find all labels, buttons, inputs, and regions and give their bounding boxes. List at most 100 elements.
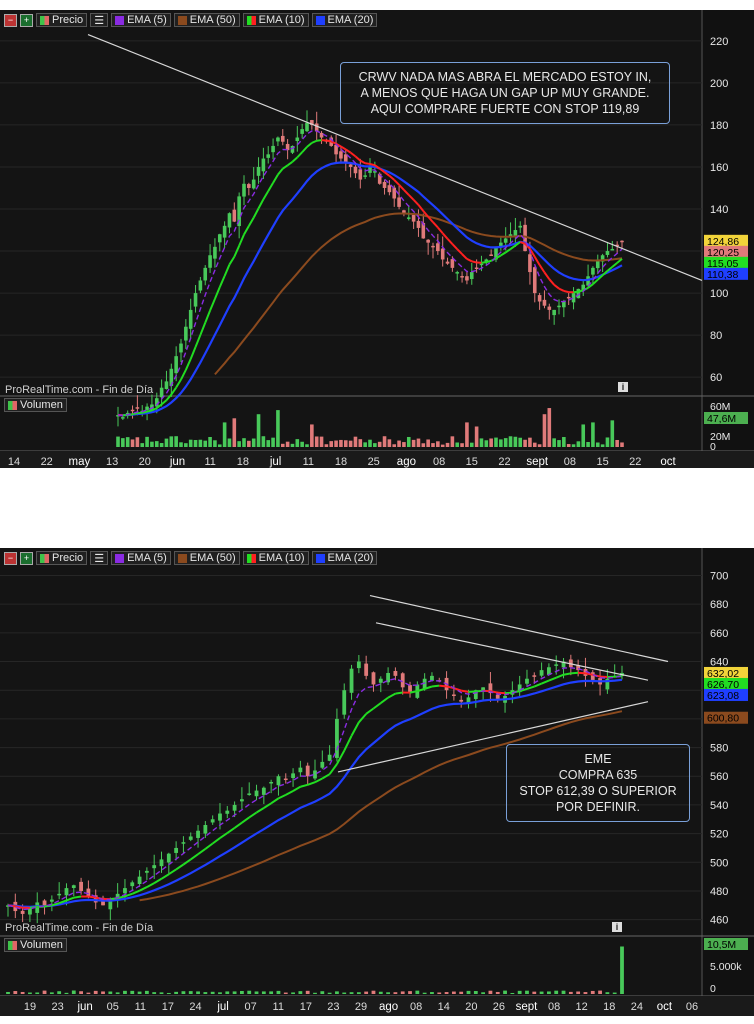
volume-bar xyxy=(130,990,135,994)
candle-body xyxy=(408,685,412,694)
legend-price[interactable]: Precio xyxy=(36,13,88,27)
volume-bar xyxy=(460,443,464,447)
x-tick-label: 18 xyxy=(335,456,347,468)
price-tick-label: 220 xyxy=(710,36,728,48)
ema5-line xyxy=(7,667,623,911)
legend-ema5[interactable]: EMA (5) xyxy=(111,551,171,565)
volume-bar xyxy=(503,990,507,994)
volume-bar xyxy=(469,442,474,447)
legend-price[interactable]: Precio xyxy=(36,551,88,565)
price-tick-label: 660 xyxy=(710,628,728,640)
x-axis-bg xyxy=(0,451,754,468)
candle-body xyxy=(261,787,266,795)
ema10-segment xyxy=(58,899,67,905)
volume-bar xyxy=(13,991,18,994)
legend-ema50[interactable]: EMA (50) xyxy=(173,551,240,565)
chart-toolbar: − + Precio ☰ EMA (5) EMA (50) EMA (10) E… xyxy=(4,550,378,566)
legend-ema20[interactable]: EMA (20) xyxy=(311,551,378,565)
volume-bar xyxy=(334,440,338,447)
legend-ema10[interactable]: EMA (10) xyxy=(242,551,309,565)
volume-bar xyxy=(169,436,174,447)
ema10-segment xyxy=(340,145,347,151)
candle-body xyxy=(532,267,537,294)
volume-bar xyxy=(203,440,208,447)
x-tick-label: 29 xyxy=(355,1001,367,1013)
x-tick-label: 20 xyxy=(465,1001,477,1013)
volume-bar xyxy=(218,992,222,994)
volume-bar xyxy=(566,444,571,447)
candle-body xyxy=(460,276,464,278)
volume-bar xyxy=(305,444,309,447)
candle-body xyxy=(431,245,435,248)
plus-square-icon[interactable]: + xyxy=(20,551,33,565)
volume-bar xyxy=(313,992,317,994)
ema10-segment xyxy=(372,702,382,710)
price-value-label: 120,25 xyxy=(707,247,739,259)
plus-square-icon[interactable]: + xyxy=(20,13,33,27)
price-tick-label: 60 xyxy=(710,372,722,384)
volume-bar xyxy=(620,946,624,994)
legend-ema5[interactable]: EMA (5) xyxy=(111,13,171,27)
ema10-segment xyxy=(606,266,613,272)
ema10-segment xyxy=(278,793,287,800)
candle-body xyxy=(525,678,529,684)
x-tick-label: 22 xyxy=(41,456,53,468)
volume-bar xyxy=(528,437,532,447)
x-tick-label: 11 xyxy=(273,1001,284,1013)
volume-bar xyxy=(276,410,280,447)
volume-bar xyxy=(495,991,500,994)
volume-bar xyxy=(408,991,412,994)
volume-bar xyxy=(554,990,559,994)
x-tick-label: 14 xyxy=(438,1001,450,1013)
volume-bar xyxy=(266,440,271,447)
volume-bar xyxy=(188,439,193,447)
list-icon[interactable]: ☰ xyxy=(90,551,109,565)
ema10-segment xyxy=(212,837,221,845)
minus-square-icon[interactable]: − xyxy=(4,551,17,565)
ema10-segment xyxy=(328,763,338,775)
x-tick-label: 18 xyxy=(603,1001,615,1013)
ema10-segment xyxy=(139,886,148,892)
volume-bar xyxy=(406,436,411,447)
ema10-segment xyxy=(252,207,260,219)
ema50-line xyxy=(139,710,623,902)
price-tick-label: 580 xyxy=(710,743,728,755)
volume-legend[interactable]: Volumen xyxy=(4,398,67,412)
candle-body xyxy=(154,398,159,407)
volume-bar xyxy=(310,424,314,447)
volume-bar xyxy=(49,992,54,994)
ema10-segment xyxy=(277,168,284,176)
chart-panel-crwv: 6080100120140160180200220124,86120,25115… xyxy=(0,10,754,468)
legend-ema20[interactable]: EMA (20) xyxy=(311,13,378,27)
candle-body xyxy=(213,246,217,259)
volume-bar xyxy=(222,422,227,447)
info-icon[interactable]: i xyxy=(618,382,628,392)
volume-bar xyxy=(213,440,217,447)
candle-body xyxy=(387,185,392,193)
price-value-label: 632,02 xyxy=(707,668,739,680)
candle-body xyxy=(576,288,581,299)
ema10-segment xyxy=(387,692,396,699)
volume-bar xyxy=(562,437,566,447)
candle-body xyxy=(605,251,610,255)
ema10-segment xyxy=(587,283,594,289)
legend-ema50[interactable]: EMA (50) xyxy=(173,13,240,27)
volume-bar xyxy=(256,414,261,447)
candle-body xyxy=(247,793,252,795)
volume-bar xyxy=(547,991,551,994)
volume-bar xyxy=(421,443,426,447)
volume-bar xyxy=(327,992,332,994)
volume-bar xyxy=(513,436,518,447)
volume-bar xyxy=(393,992,398,994)
volume-bar xyxy=(295,439,300,447)
candle-body xyxy=(57,893,62,896)
volume-legend[interactable]: Volumen xyxy=(4,938,67,952)
volume-tick-label: 0 xyxy=(710,983,716,995)
ema10-segment xyxy=(270,797,280,805)
ema10-segment xyxy=(359,159,366,165)
minus-square-icon[interactable]: − xyxy=(4,13,17,27)
list-icon[interactable]: ☰ xyxy=(90,13,109,27)
info-icon[interactable]: i xyxy=(612,922,622,932)
legend-ema10[interactable]: EMA (10) xyxy=(242,13,309,27)
chart-svg-crwv: 6080100120140160180200220124,86120,25115… xyxy=(0,10,754,468)
